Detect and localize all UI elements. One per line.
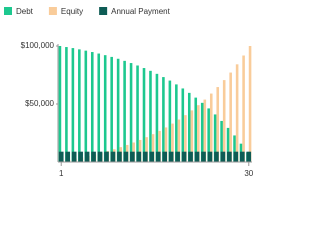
bar — [117, 151, 122, 162]
bar — [130, 151, 135, 162]
bar — [142, 151, 148, 162]
bar — [220, 120, 223, 162]
bar — [213, 114, 217, 162]
bar — [155, 73, 159, 162]
bar — [222, 80, 226, 162]
bar — [203, 99, 207, 162]
bar — [235, 64, 239, 162]
bar — [116, 58, 120, 163]
bar — [104, 151, 109, 162]
bar — [123, 60, 126, 162]
bar — [162, 151, 168, 162]
bar — [164, 127, 168, 162]
bar — [207, 151, 213, 162]
legend-label: Annual Payment — [111, 7, 170, 16]
bar — [194, 97, 198, 162]
bar — [175, 84, 178, 162]
bar — [242, 55, 245, 162]
bar — [91, 151, 96, 162]
y-tick-label: $50,000 — [25, 99, 54, 108]
legend-swatch — [4, 7, 12, 15]
bar — [71, 151, 77, 162]
bar — [136, 151, 142, 162]
bar — [171, 123, 174, 162]
bar — [216, 87, 220, 162]
bar — [248, 46, 252, 162]
chart: Debt Equity Annual Payment $50,000 $100,000 1… — [4, 7, 254, 178]
bar — [158, 130, 161, 162]
bar — [145, 137, 148, 162]
bar — [58, 46, 62, 162]
bar — [184, 115, 187, 162]
bar — [187, 92, 191, 162]
legend-label: Equity — [61, 7, 83, 16]
bar — [142, 68, 146, 162]
bar — [209, 93, 213, 162]
bar — [155, 151, 161, 162]
bar — [220, 151, 226, 162]
bar — [214, 151, 219, 162]
bar — [201, 151, 206, 162]
bar — [58, 151, 64, 162]
bar — [110, 151, 116, 162]
bar — [123, 151, 129, 162]
bar — [162, 77, 165, 162]
bar — [197, 105, 200, 162]
bar — [65, 151, 71, 162]
bar — [138, 139, 142, 162]
bar — [229, 72, 232, 162]
bar — [136, 65, 139, 162]
bar — [78, 49, 81, 162]
bar — [97, 53, 101, 162]
legend-label: Debt — [16, 7, 34, 16]
bar — [207, 108, 210, 162]
bar — [103, 55, 107, 162]
x-tick-label: 30 — [244, 169, 253, 178]
x-tick-label: 1 — [59, 169, 64, 178]
bar — [168, 80, 172, 162]
legend-swatch — [48, 7, 57, 15]
bar — [188, 151, 193, 162]
bar — [149, 70, 152, 162]
y-tick-label: $100,000 — [21, 41, 55, 50]
bar — [149, 151, 155, 162]
bar — [239, 151, 245, 162]
bar — [151, 134, 155, 162]
bar — [233, 135, 236, 162]
bar — [233, 151, 239, 162]
bar — [177, 119, 181, 162]
bar — [97, 151, 103, 162]
bar — [181, 88, 185, 162]
bar — [227, 151, 232, 162]
bar — [190, 110, 194, 162]
bar — [65, 47, 68, 162]
bar — [71, 48, 75, 163]
bar — [175, 151, 180, 162]
bar — [90, 52, 94, 163]
bar — [200, 102, 204, 162]
bar — [129, 63, 133, 162]
bar — [84, 151, 90, 162]
legend-swatch — [99, 7, 108, 15]
bar — [78, 151, 83, 162]
bar — [194, 151, 200, 162]
bar — [168, 151, 174, 162]
bar — [181, 151, 187, 162]
bar — [246, 151, 252, 162]
bar — [110, 56, 113, 162]
bar — [226, 127, 230, 162]
bar — [84, 50, 88, 162]
